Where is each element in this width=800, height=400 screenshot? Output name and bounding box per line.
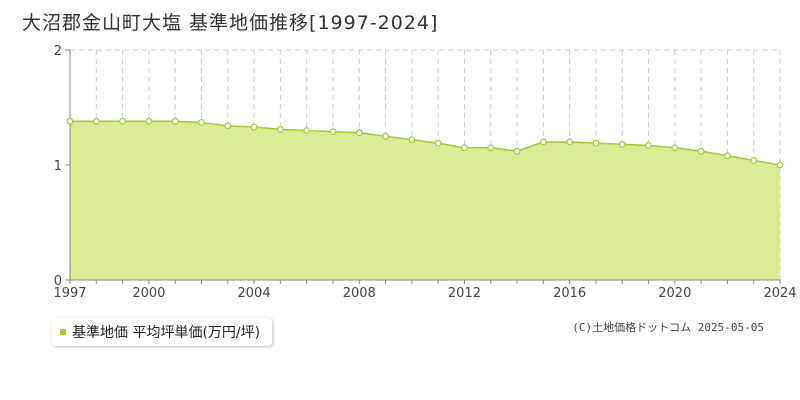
data-point bbox=[355, 129, 363, 137]
axes bbox=[65, 49, 781, 284]
x-tick-label: 2000 bbox=[132, 286, 165, 301]
data-point bbox=[276, 125, 284, 133]
data-point bbox=[92, 117, 100, 125]
data-point bbox=[776, 161, 784, 169]
x-tick-label: 2008 bbox=[343, 286, 376, 301]
data-point bbox=[250, 123, 258, 131]
chart-title: 大沼郡金山町大塩 基準地価推移[1997-2024] bbox=[22, 12, 439, 34]
data-point bbox=[461, 144, 468, 152]
data-point bbox=[145, 117, 153, 125]
data-point bbox=[329, 128, 337, 136]
x-tick-label: 2016 bbox=[553, 286, 586, 301]
copyright: (C)土地価格ドットコム 2025-05-05 bbox=[572, 321, 764, 334]
data-point bbox=[382, 132, 389, 140]
x-tick-label: 1997 bbox=[53, 286, 86, 301]
data-point bbox=[303, 127, 311, 134]
data-point bbox=[539, 138, 547, 146]
legend-swatch bbox=[60, 329, 66, 335]
data-point bbox=[119, 117, 126, 125]
data-point bbox=[487, 144, 495, 152]
y-tick-label: 1 bbox=[54, 159, 62, 174]
y-tick-label: 2 bbox=[54, 44, 62, 59]
data-point bbox=[66, 117, 74, 125]
data-point bbox=[513, 147, 521, 155]
data-point bbox=[171, 117, 179, 125]
data-point bbox=[408, 136, 416, 144]
x-tick-label: 2012 bbox=[448, 286, 481, 301]
data-point bbox=[224, 122, 232, 130]
data-points bbox=[66, 117, 784, 169]
data-point bbox=[566, 138, 574, 146]
x-tick-label: 2020 bbox=[658, 286, 691, 301]
y-tick-label: 0 bbox=[54, 274, 62, 289]
x-tick-label: 2024 bbox=[763, 286, 796, 301]
series-line bbox=[70, 120, 781, 166]
data-point bbox=[724, 152, 731, 160]
data-point bbox=[198, 119, 205, 126]
data-point bbox=[592, 139, 600, 147]
legend: 基準地価 平均坪単価(万円/坪) bbox=[52, 318, 273, 346]
tick-labels: 0 1 2 1997 2000 2004 2008 2012 2016 2020 2024 bbox=[53, 44, 796, 301]
data-point bbox=[671, 144, 679, 152]
data-point bbox=[697, 147, 705, 155]
data-point bbox=[618, 140, 626, 148]
x-tick-label: 2004 bbox=[238, 286, 271, 301]
legend-label: 基準地価 平均坪単価(万円/坪) bbox=[72, 325, 261, 341]
data-point bbox=[750, 156, 758, 164]
data-point bbox=[645, 142, 652, 149]
data-point bbox=[434, 139, 442, 147]
series-area bbox=[70, 121, 780, 280]
